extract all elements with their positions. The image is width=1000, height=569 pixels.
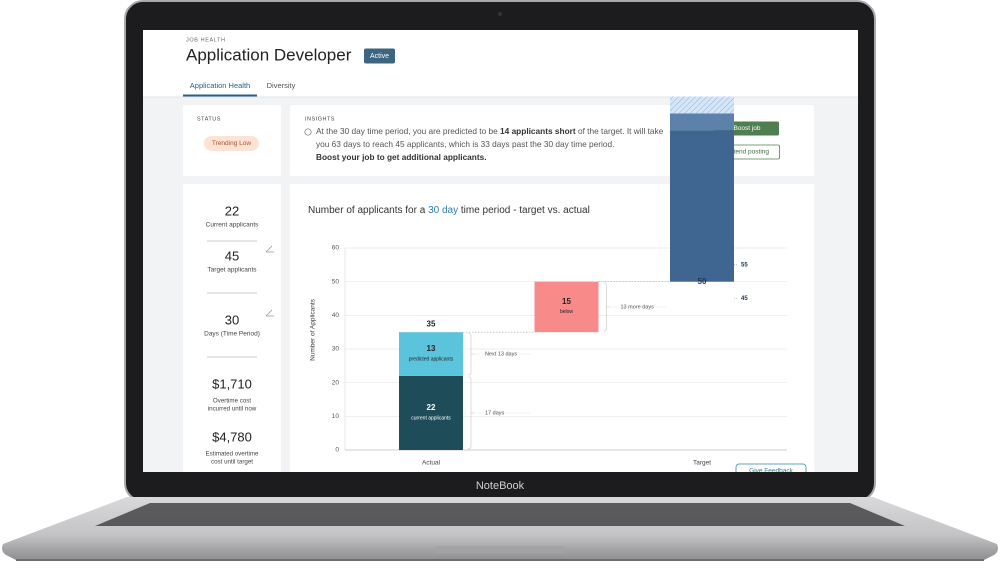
camera	[498, 12, 502, 16]
target-level: 55	[741, 262, 748, 268]
notch	[435, 546, 565, 553]
annotation: 13 more days	[621, 304, 655, 310]
info-icon	[304, 128, 312, 136]
insight-emphasis: 14 applicants short	[500, 126, 576, 136]
y-tick-label: 40	[332, 312, 340, 319]
stat-value: 30	[225, 312, 239, 327]
total-label: 35	[427, 319, 436, 328]
stat-value: 45	[225, 248, 239, 263]
bar-segment	[399, 332, 463, 376]
feedback-label[interactable]: Give Feedback	[749, 468, 793, 475]
stat-value: 22	[225, 203, 239, 218]
bar-segment	[670, 113, 734, 131]
target-level: 45	[741, 296, 748, 302]
badge	[364, 48, 395, 64]
badge-text: Active	[370, 53, 389, 60]
bar-name: below	[560, 309, 573, 315]
button-label[interactable]: Extend posting	[726, 149, 769, 156]
feedback-button[interactable]	[735, 463, 807, 479]
card	[183, 184, 281, 472]
edit-icon[interactable]	[265, 245, 274, 253]
y-tick-label: 0	[335, 447, 339, 454]
x-tick-label: Target	[693, 460, 711, 467]
plot: 0 10 20 30 40 50 60 Actual 22 current applicants 1…	[332, 96, 787, 467]
stat-label: incurred until now	[208, 406, 257, 413]
y-axis-label: Number of Applicants	[310, 298, 317, 361]
title-text: time period - target vs. actual	[458, 205, 590, 216]
y-tick-label: 50	[332, 278, 340, 285]
x-tick-label: Actual	[422, 460, 441, 467]
stat-label: Current applicants	[206, 222, 259, 229]
annotation: Next 13 days	[485, 352, 517, 358]
tab[interactable]: Application Health	[190, 81, 250, 90]
chart-title: Number of applicants for a 30 day time p…	[308, 205, 590, 216]
stat-label: Overtime cost	[213, 398, 251, 405]
insight-line: Boost your job to get additional applica…	[316, 152, 487, 162]
button-label[interactable]: Boost job	[733, 125, 760, 132]
bar-segment	[534, 281, 599, 333]
bar-name: current applicants	[411, 415, 451, 421]
stat-label: Target applicants	[207, 267, 257, 274]
bar-value: 15	[562, 297, 571, 306]
keyboard	[95, 503, 905, 526]
insight-line: you 63 days to reach 45 applicants, whic…	[316, 139, 614, 149]
bar-segment	[670, 130, 734, 282]
edit-icon[interactable]	[265, 309, 274, 317]
status-pill	[204, 136, 259, 151]
title-text: Number of applicants for a	[308, 205, 428, 216]
bar-name: predicted applicants	[409, 356, 454, 362]
y-tick-label: 60	[332, 245, 340, 252]
insight-line: At the 30 day time period, you are predi…	[316, 126, 664, 136]
stat-label: Estimated overtime	[206, 451, 260, 458]
eyebrow: JOB HEALTH	[186, 37, 226, 43]
stat-label: cost until target	[211, 459, 253, 466]
stat-value: $4,780	[212, 429, 252, 444]
bar-value: 22	[427, 403, 436, 412]
device-label: NoteBook	[476, 480, 525, 492]
card-heading: STATUS	[197, 116, 221, 122]
span-brace	[467, 332, 474, 376]
title-highlight: 30 day	[428, 205, 458, 216]
y-tick-label: 30	[332, 346, 340, 353]
target-level: 50	[698, 277, 707, 286]
tab[interactable]: Diversity	[267, 81, 296, 90]
screen: JOB HEALTH Application Developer Active …	[143, 30, 858, 479]
bar-segment	[399, 375, 463, 450]
stat-label: Days (Time Period)	[204, 331, 260, 338]
card	[290, 184, 814, 472]
page-title: Application Developer	[186, 45, 352, 64]
stat-value: $1,710	[212, 376, 252, 391]
span-brace	[603, 282, 610, 332]
card-heading: INSIGHTS	[305, 116, 335, 122]
status-value: Trending Low	[212, 140, 251, 147]
y-tick-label: 10	[332, 413, 340, 420]
span-brace	[467, 376, 474, 450]
insight-text: At the 30 day time period, you are predi…	[316, 126, 500, 136]
annotation: 17 days	[485, 410, 505, 416]
y-tick-label: 20	[332, 379, 340, 386]
bar-value: 13	[427, 344, 436, 353]
insight-text: of the target. It will take	[576, 126, 664, 136]
bar-segment	[670, 96, 734, 114]
